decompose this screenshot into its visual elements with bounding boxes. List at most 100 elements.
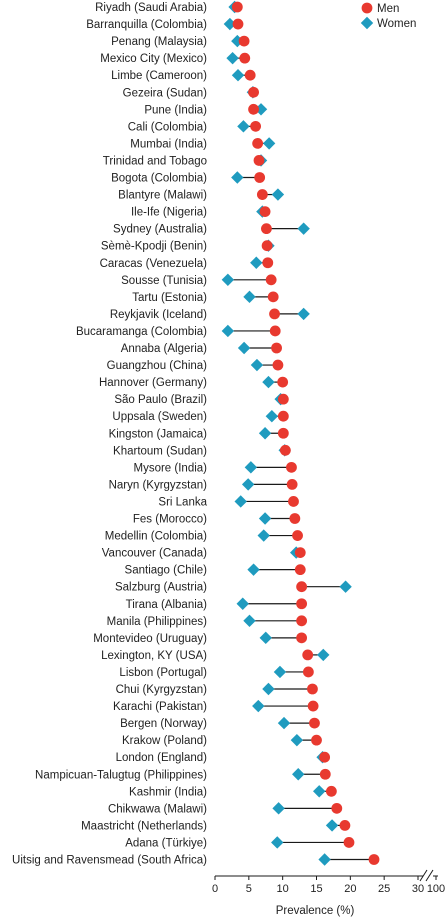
women-point xyxy=(265,410,279,423)
men-point xyxy=(296,581,308,593)
site-label: Bogota (Colombia) xyxy=(111,173,207,185)
men-point xyxy=(231,1,243,13)
site-label: Maastricht (Netherlands) xyxy=(81,820,207,832)
men-point xyxy=(254,172,266,183)
women-point xyxy=(250,256,263,269)
women-point xyxy=(223,17,237,31)
site-label: Hannover (Germany) xyxy=(99,377,207,389)
site-label: Limbe (Cameroon) xyxy=(111,70,207,82)
men-point xyxy=(294,547,306,558)
site-label: Chui (Kyrgyzstan) xyxy=(116,684,208,696)
men-point xyxy=(319,768,331,780)
women-point xyxy=(247,563,260,576)
men-point xyxy=(307,700,319,712)
x-tick-label: 10 xyxy=(277,883,289,895)
men-point xyxy=(309,717,320,729)
men-point xyxy=(288,496,299,507)
women-point xyxy=(244,461,258,474)
men-series xyxy=(231,1,380,865)
x-tick-label: 25 xyxy=(378,883,390,895)
men-point xyxy=(296,632,308,644)
women-point xyxy=(262,137,276,150)
site-label: Annaba (Algeria) xyxy=(121,343,207,355)
site-label: Medellin (Colombia) xyxy=(105,531,207,543)
site-label: Mexico City (Mexico) xyxy=(100,53,207,65)
women-point xyxy=(234,495,247,508)
site-label: Bucaramanga (Colombia) xyxy=(76,326,207,338)
women-point xyxy=(221,273,235,286)
site-label: Adana (Türkiye) xyxy=(125,837,207,849)
men-point xyxy=(307,683,318,695)
site-label: Barranquilla (Colombia) xyxy=(86,19,207,31)
women-point xyxy=(272,802,285,815)
legend-women-marker xyxy=(360,16,374,30)
men-point xyxy=(250,120,261,132)
men-point xyxy=(267,291,279,303)
x-tick-label: 30 xyxy=(412,883,424,895)
men-point xyxy=(261,240,273,252)
women-point xyxy=(290,733,304,747)
men-point xyxy=(311,734,322,746)
site-label: Cali (Colombia) xyxy=(128,121,207,133)
site-label: Karachi (Pakistan) xyxy=(113,701,207,713)
men-point xyxy=(248,103,259,115)
site-label: Uppsala (Sweden) xyxy=(112,411,207,423)
women-point xyxy=(271,836,284,849)
men-point xyxy=(339,820,351,831)
axis-break-mark xyxy=(419,869,428,882)
site-label: Lisbon (Portugal) xyxy=(119,667,207,679)
x-tick-label: 20 xyxy=(344,883,356,895)
men-point xyxy=(296,615,308,627)
women-point xyxy=(221,324,235,338)
women-point xyxy=(325,819,339,832)
women-point xyxy=(277,716,291,730)
women-point xyxy=(250,358,264,372)
site-label: Salzburg (Austria) xyxy=(115,582,207,594)
site-label: Bergen (Norway) xyxy=(120,718,207,730)
site-label: Uitsig and Ravensmead (South Africa) xyxy=(12,855,207,867)
men-point xyxy=(269,308,280,320)
men-point xyxy=(271,342,282,354)
site-label: Kashmir (India) xyxy=(129,786,207,798)
men-point xyxy=(296,598,308,610)
women-point xyxy=(241,478,255,491)
site-label: Blantyre (Malawi) xyxy=(118,190,207,202)
men-point xyxy=(289,513,301,524)
men-point xyxy=(239,52,251,64)
men-point xyxy=(279,444,291,456)
men-point xyxy=(292,530,303,541)
women-point xyxy=(297,307,310,321)
men-point xyxy=(244,69,256,81)
men-point xyxy=(238,35,250,47)
legend: Men Women xyxy=(360,2,416,30)
women-point xyxy=(243,614,256,627)
site-label: Sri Lanka xyxy=(158,496,207,508)
women-point xyxy=(243,290,256,304)
site-label: Ile-Ife (Nigeria) xyxy=(131,207,207,219)
site-label: Riyadh (Saudi Arabia) xyxy=(95,2,207,14)
men-point xyxy=(331,802,343,814)
men-point xyxy=(277,410,289,422)
site-label: Montevideo (Uruguay) xyxy=(93,633,207,645)
legend-men-marker xyxy=(361,2,373,14)
women-point xyxy=(318,853,331,866)
women-point xyxy=(257,529,270,542)
women-point xyxy=(237,120,250,133)
site-label: Penang (Malaysia) xyxy=(111,36,207,48)
women-point xyxy=(297,222,310,235)
men-point xyxy=(277,427,289,439)
men-point xyxy=(343,837,355,848)
site-label: London (England) xyxy=(116,752,208,764)
women-point xyxy=(313,785,326,798)
men-point xyxy=(265,274,277,286)
site-label: Gezeira (Sudan) xyxy=(123,87,208,99)
women-point xyxy=(317,648,330,662)
women-point xyxy=(271,188,285,201)
site-label: Nampicuan-Talugtug (Philippines) xyxy=(35,769,207,781)
x-axis: 0 5 10 15 20 25 30 100 xyxy=(212,869,445,895)
x-tick-label: 0 xyxy=(212,883,218,895)
women-point xyxy=(252,699,265,713)
men-point xyxy=(253,155,265,166)
site-label: Manila (Philippines) xyxy=(107,616,208,628)
site-label: Chikwawa (Malawi) xyxy=(108,803,207,815)
